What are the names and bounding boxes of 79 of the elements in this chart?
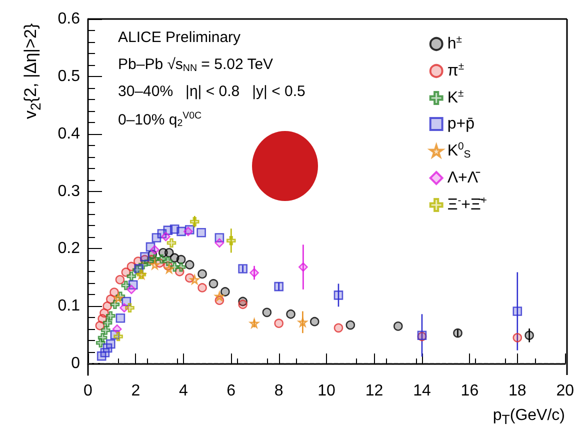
point bbox=[140, 252, 150, 262]
point bbox=[198, 283, 207, 292]
point bbox=[161, 232, 170, 242]
point bbox=[346, 320, 356, 330]
point bbox=[274, 282, 284, 292]
point bbox=[190, 217, 200, 226]
point bbox=[166, 238, 176, 248]
point bbox=[190, 275, 200, 284]
point bbox=[220, 287, 230, 296]
annotation: 30–40% |η| < 0.8 |y| < 0.5 bbox=[118, 83, 306, 100]
point bbox=[125, 303, 134, 312]
point bbox=[126, 284, 136, 294]
point bbox=[250, 268, 259, 278]
x-tick-label: 0 bbox=[84, 382, 93, 400]
point bbox=[198, 269, 207, 279]
y-tick-label: 0.1 bbox=[58, 298, 80, 315]
x-tick-label: 16 bbox=[460, 382, 479, 400]
point bbox=[208, 279, 218, 288]
point bbox=[115, 275, 125, 284]
y-tick-label: 0.4 bbox=[58, 125, 80, 142]
y-tick-label: 0.3 bbox=[58, 182, 80, 200]
point bbox=[238, 300, 248, 310]
point bbox=[524, 330, 534, 340]
point bbox=[393, 322, 403, 331]
point bbox=[184, 260, 194, 270]
point bbox=[214, 238, 224, 248]
point bbox=[262, 308, 272, 318]
y-tick-label: 0.2 bbox=[58, 240, 80, 258]
legend-label: p+p̄ bbox=[447, 116, 475, 132]
point bbox=[126, 272, 136, 281]
point bbox=[310, 316, 320, 326]
point bbox=[512, 333, 522, 342]
x-tick-label: 10 bbox=[318, 382, 336, 400]
x-tick-label: 4 bbox=[178, 382, 188, 400]
x-tick-label: 12 bbox=[365, 382, 384, 400]
point bbox=[176, 262, 186, 272]
x-tick-label: 2 bbox=[131, 382, 140, 400]
x-tick-label: 18 bbox=[508, 382, 526, 400]
x-tick-label: 6 bbox=[226, 382, 236, 400]
point bbox=[512, 306, 522, 316]
legend-label: π± bbox=[447, 62, 464, 80]
point bbox=[164, 264, 174, 274]
point bbox=[102, 318, 112, 328]
point bbox=[110, 288, 119, 297]
point bbox=[106, 339, 116, 349]
point bbox=[163, 256, 173, 266]
point bbox=[298, 262, 308, 272]
point bbox=[114, 332, 123, 342]
point bbox=[196, 228, 206, 238]
point bbox=[238, 264, 248, 274]
point bbox=[98, 333, 108, 342]
point bbox=[214, 292, 224, 301]
x-axis-title: p$_{T}$(GeV/c) bbox=[492, 406, 565, 430]
legend-label: Ξ-+Ξ̄+ bbox=[447, 196, 488, 214]
point bbox=[286, 309, 296, 319]
point bbox=[116, 314, 126, 323]
legend-label: h± bbox=[447, 34, 462, 52]
x-tick-label: 8 bbox=[274, 382, 284, 400]
point bbox=[106, 311, 116, 321]
point bbox=[114, 293, 123, 303]
point bbox=[112, 324, 122, 334]
annotation: ALICE Preliminary bbox=[118, 29, 242, 46]
y-tick-label: 0 bbox=[71, 355, 80, 372]
legend-label: K± bbox=[447, 88, 464, 106]
point bbox=[110, 300, 120, 310]
point bbox=[176, 254, 186, 264]
point bbox=[150, 245, 160, 254]
point bbox=[453, 328, 462, 338]
point bbox=[274, 318, 284, 328]
point bbox=[334, 323, 344, 333]
legend-label: Λ+Λ̄ bbox=[447, 170, 482, 186]
point bbox=[101, 326, 110, 335]
x-tick-label: 14 bbox=[413, 382, 431, 400]
point bbox=[156, 254, 166, 264]
x-tick-label: 20 bbox=[556, 382, 574, 400]
y-tick-label: 0.5 bbox=[58, 68, 80, 85]
y-tick-label: 0.6 bbox=[58, 10, 80, 28]
point bbox=[334, 290, 344, 300]
point bbox=[226, 236, 236, 246]
